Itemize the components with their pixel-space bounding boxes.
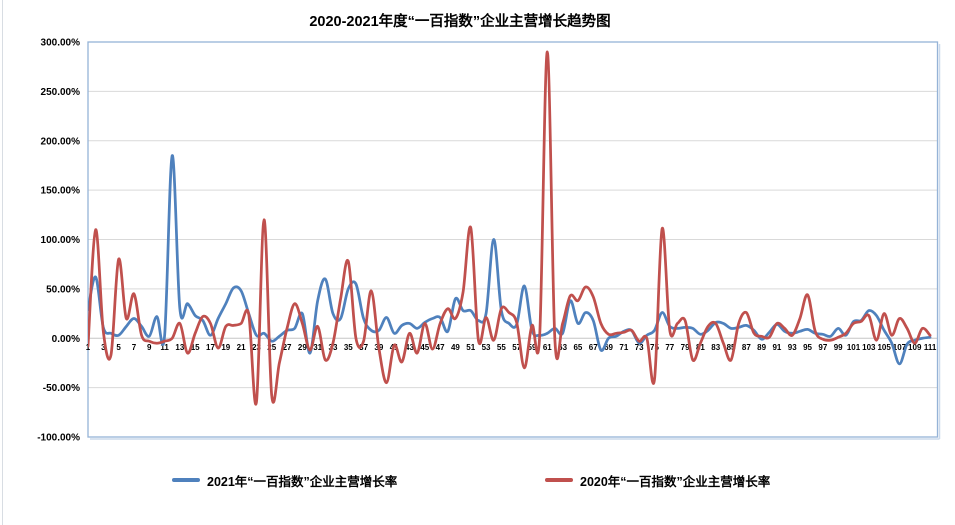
x-tick-label: 21 bbox=[237, 343, 246, 352]
y-tick-label: 50.00% bbox=[46, 284, 80, 295]
legend-item-2021: 2021年“一百指数”企业主营增长率 bbox=[172, 469, 397, 491]
x-tick-label: 75 bbox=[650, 343, 659, 352]
y-axis-labels: 300.00% 250.00% 200.00% 150.00% 100.00% 50.00… bbox=[37, 38, 80, 444]
x-tick-label: 11 bbox=[160, 343, 169, 352]
x-tick-label: 85 bbox=[727, 343, 736, 352]
y-tick-label: 300.00% bbox=[41, 38, 81, 49]
x-tick-label: 77 bbox=[665, 343, 674, 352]
x-tick-label: 99 bbox=[834, 343, 843, 352]
x-tick-label: 47 bbox=[436, 343, 445, 352]
x-tick-label: 35 bbox=[344, 343, 353, 352]
x-tick-label: 101 bbox=[847, 343, 861, 352]
x-tick-label: 17 bbox=[206, 343, 215, 352]
x-tick-label: 51 bbox=[466, 343, 475, 352]
x-tick-label: 57 bbox=[512, 343, 521, 352]
x-tick-label: 37 bbox=[359, 343, 368, 352]
x-tick-label: 7 bbox=[132, 343, 137, 352]
x-tick-label: 69 bbox=[604, 343, 613, 352]
x-tick-label: 23 bbox=[252, 343, 261, 352]
x-tick-label: 109 bbox=[908, 343, 922, 352]
x-tick-label: 5 bbox=[116, 343, 121, 352]
x-tick-label: 83 bbox=[711, 343, 720, 352]
gridlines bbox=[88, 41, 938, 438]
x-tick-label: 55 bbox=[497, 343, 506, 352]
x-tick-label: 89 bbox=[757, 343, 766, 352]
x-tick-label: 71 bbox=[619, 343, 628, 352]
x-tick-label: 15 bbox=[191, 343, 200, 352]
x-tick-label: 53 bbox=[482, 343, 491, 352]
y-tick-label: 200.00% bbox=[41, 136, 81, 147]
x-tick-label: 19 bbox=[221, 343, 230, 352]
x-tick-label: 29 bbox=[298, 343, 307, 352]
y-tick-label: 100.00% bbox=[41, 235, 81, 246]
legend-label-2020: 2020年“一百指数”企业主营增长率 bbox=[580, 474, 771, 489]
x-tick-label: 63 bbox=[558, 343, 567, 352]
x-tick-label: 79 bbox=[681, 343, 690, 352]
page-left-border bbox=[2, 0, 3, 525]
x-tick-label: 107 bbox=[893, 343, 907, 352]
x-tick-label: 59 bbox=[528, 343, 537, 352]
line-2020-series bbox=[88, 50, 932, 406]
x-tick-label: 61 bbox=[543, 343, 552, 352]
x-tick-label: 87 bbox=[742, 343, 751, 352]
legend-label-2021: 2021年“一百指数”企业主营增长率 bbox=[207, 474, 398, 489]
y-tick-label: 250.00% bbox=[41, 87, 81, 98]
x-tick-label: 49 bbox=[451, 343, 460, 352]
x-tick-label: 31 bbox=[313, 343, 322, 352]
plot-border bbox=[87, 41, 939, 438]
x-tick-label: 91 bbox=[772, 343, 781, 352]
x-tick-label: 65 bbox=[573, 343, 582, 352]
x-tick-label: 25 bbox=[267, 343, 276, 352]
x-tick-label: 9 bbox=[147, 343, 152, 352]
x-tick-label: 81 bbox=[696, 343, 705, 352]
x-tick-label: 105 bbox=[877, 343, 891, 352]
y-tick-label: -100.00% bbox=[37, 433, 80, 444]
y-tick-label: -50.00% bbox=[43, 383, 80, 394]
x-tick-label: 43 bbox=[405, 343, 414, 352]
x-tick-label: 67 bbox=[589, 343, 598, 352]
x-tick-label: 95 bbox=[803, 343, 812, 352]
legend-item-2020: 2020年“一百指数”企业主营增长率 bbox=[545, 469, 770, 491]
y-tick-label: 0.00% bbox=[52, 334, 80, 345]
chart-title: 2020-2021年度“一百指数”企业主营增长趋势图 bbox=[309, 14, 611, 30]
legend-swatch-2021-line bbox=[172, 478, 200, 482]
x-axis-labels: 1 3 5 7 9 11 13 15 17 19 21 23 25 27 29 31 33 35 37 39 41 43 4… bbox=[86, 343, 937, 352]
x-tick-label: 73 bbox=[635, 343, 644, 352]
x-tick-label: 45 bbox=[420, 343, 429, 352]
x-tick-label: 13 bbox=[175, 343, 184, 352]
x-tick-label: 3 bbox=[101, 343, 106, 352]
x-tick-label: 111 bbox=[924, 343, 937, 352]
series-lines bbox=[88, 50, 932, 406]
chart-legend: 2021年“一百指数”企业主营增长率 2020年“一百指数”企业主营增长率 bbox=[0, 469, 955, 491]
x-tick-label: 97 bbox=[818, 343, 827, 352]
legend-swatch-2020-line bbox=[545, 478, 573, 482]
y-tick-label: 150.00% bbox=[41, 186, 81, 197]
x-tick-label: 27 bbox=[283, 343, 292, 352]
x-tick-label: 93 bbox=[788, 343, 797, 352]
x-tick-label: 1 bbox=[86, 343, 91, 352]
x-tick-label: 103 bbox=[862, 343, 876, 352]
